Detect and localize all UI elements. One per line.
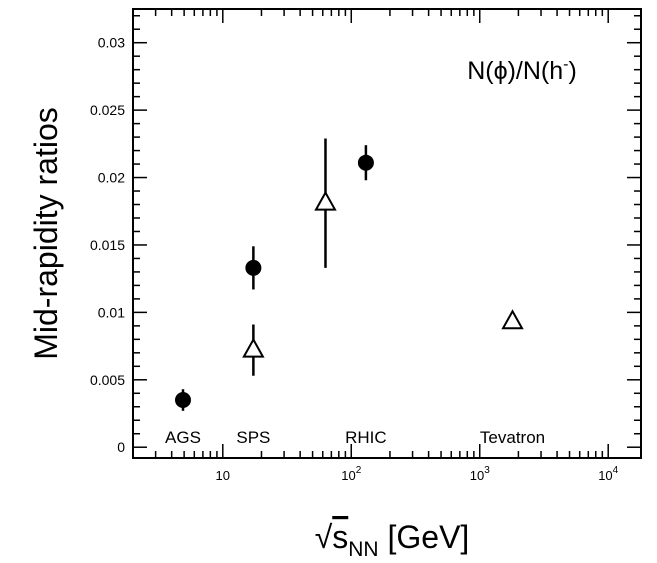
y-tick-label: 0.02: [98, 170, 125, 186]
labels-group: 0 0.005 0.01 0.015 0.02 0.025 0.03 10 102 103 104 A…: [28, 35, 619, 561]
y-tick-label: 0.01: [98, 304, 125, 320]
region-label: Tevatron: [480, 428, 545, 447]
data-point-triangle: [242, 337, 265, 358]
plot-frame: [132, 8, 642, 459]
y-axis-label: Mid-rapidity ratios: [28, 107, 64, 360]
data-point-circle: [245, 259, 262, 276]
region-label: AGS: [165, 428, 201, 447]
data-point-circle: [357, 154, 374, 171]
x-axis-label: √sNN [GeV]: [315, 519, 470, 561]
region-label: SPS: [236, 428, 270, 447]
x-tick-label: 103: [470, 465, 490, 483]
marks-group: [174, 138, 524, 411]
y-tick-label: 0.025: [90, 102, 125, 118]
x-tick-label: 10: [216, 468, 230, 483]
axes-group: [132, 8, 642, 459]
y-tick-label: 0.015: [90, 237, 125, 253]
ratio-annotation: N(ϕ)/N(h-): [467, 56, 577, 85]
y-tick-label: 0.03: [98, 35, 125, 51]
y-tick-label: 0: [117, 439, 125, 455]
data-point-circle: [174, 392, 191, 409]
y-tick-label: 0.005: [90, 372, 125, 388]
region-label: RHIC: [345, 428, 387, 447]
data-point-triangle: [314, 190, 337, 211]
data-point-triangle: [501, 309, 524, 330]
x-tick-label: 102: [341, 465, 361, 483]
x-tick-label: 104: [598, 465, 618, 483]
